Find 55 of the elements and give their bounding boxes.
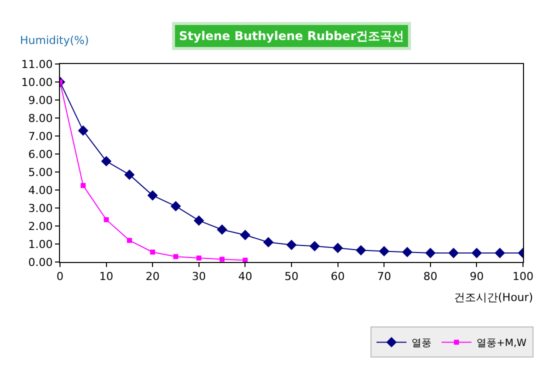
x-tick-label: 70 bbox=[377, 270, 392, 284]
y-axis-title: Humidity(%) bbox=[20, 34, 89, 47]
point bbox=[240, 230, 250, 240]
point bbox=[356, 245, 366, 256]
point bbox=[472, 248, 482, 258]
y-tick-label: 3.00 bbox=[28, 202, 53, 215]
point bbox=[286, 240, 297, 250]
x-tick-label: 90 bbox=[470, 270, 484, 284]
point bbox=[242, 258, 248, 262]
point bbox=[494, 248, 506, 258]
y-tick-label: 9.00 bbox=[28, 94, 53, 107]
x-tick-label: 10 bbox=[99, 270, 114, 284]
y-tick-label: 0.00 bbox=[28, 256, 53, 269]
point bbox=[101, 156, 112, 166]
point bbox=[78, 125, 88, 136]
point bbox=[332, 242, 343, 254]
chart-title: Stylene Buthylene Rubber건조곡선 bbox=[179, 29, 404, 43]
y-tick-label: 6.00 bbox=[28, 148, 53, 161]
y-tick-label: 8.00 bbox=[28, 112, 53, 125]
point bbox=[150, 250, 156, 255]
point bbox=[126, 238, 132, 243]
x-tick-label: 50 bbox=[284, 270, 298, 284]
legend-label: 열풍+M,W bbox=[476, 338, 527, 350]
point bbox=[448, 248, 459, 258]
y-tick-label: 4.00 bbox=[28, 184, 53, 197]
point bbox=[425, 248, 436, 258]
y-tick-label: 1.00 bbox=[28, 238, 53, 251]
x-tick-label: 0 bbox=[56, 270, 64, 284]
x-tick-label: 80 bbox=[423, 270, 438, 284]
point bbox=[309, 240, 320, 252]
y-tick-label: 10.00 bbox=[21, 76, 53, 89]
x-tick-label: 30 bbox=[192, 270, 206, 284]
point bbox=[170, 201, 181, 212]
legend-label: 열풍 bbox=[412, 338, 432, 350]
y-tick-label: 7.00 bbox=[28, 130, 53, 143]
x-tick-label: 20 bbox=[146, 270, 160, 284]
point bbox=[104, 217, 109, 222]
point bbox=[124, 170, 135, 180]
point bbox=[147, 190, 158, 201]
point bbox=[402, 246, 412, 258]
point bbox=[194, 215, 204, 226]
y-tick-label: 5.00 bbox=[28, 166, 53, 179]
y-tick-label: 11.00 bbox=[21, 58, 53, 71]
point bbox=[196, 256, 202, 261]
y-tick-label: 2.00 bbox=[28, 220, 53, 233]
point bbox=[80, 183, 86, 188]
point bbox=[173, 254, 178, 260]
point bbox=[263, 237, 274, 248]
x-tick-label: 60 bbox=[330, 270, 345, 284]
point bbox=[378, 246, 390, 256]
point bbox=[220, 256, 225, 262]
x-tick-label: 40 bbox=[238, 270, 252, 284]
point bbox=[216, 224, 228, 235]
x-tick-label: 100 bbox=[512, 270, 534, 284]
x-axis-title: 건조시간(Hour) bbox=[454, 291, 534, 304]
